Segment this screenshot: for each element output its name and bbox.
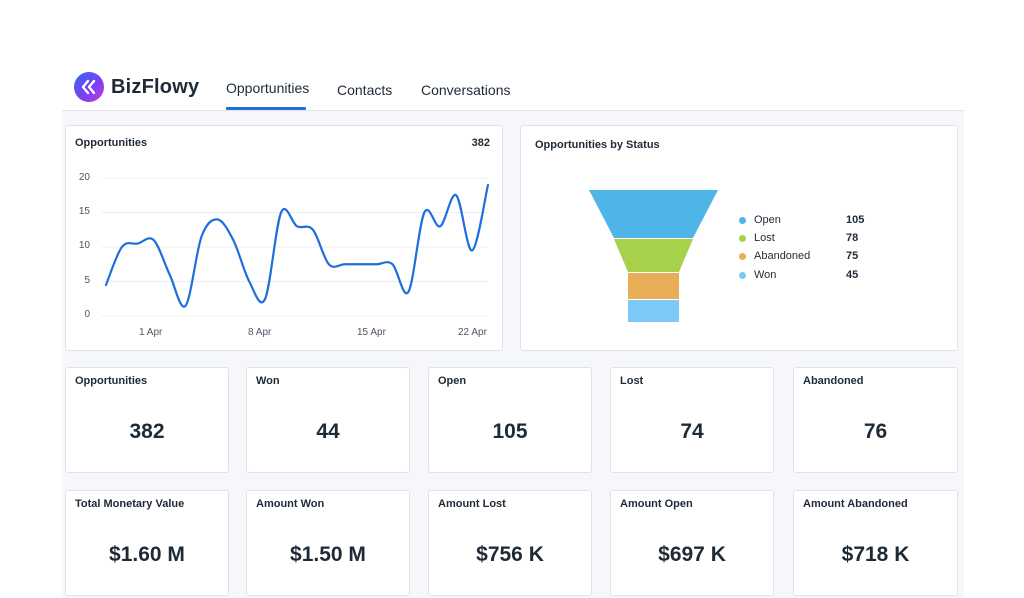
stat-value: 74 bbox=[680, 420, 704, 443]
series-line bbox=[104, 183, 490, 308]
tab-conversations[interactable]: Conversations bbox=[421, 82, 511, 98]
stat-title: Amount Open bbox=[620, 498, 693, 510]
logo-icon bbox=[74, 72, 104, 102]
legend-value: 75 bbox=[846, 250, 859, 262]
stat-card-total-monetary-value[interactable]: Total Monetary Value $1.60 M bbox=[65, 490, 229, 596]
legend-item-open: Open bbox=[739, 214, 781, 226]
stat-title: Won bbox=[256, 375, 280, 387]
stat-value: 105 bbox=[492, 420, 528, 443]
tab-contacts[interactable]: Contacts bbox=[337, 82, 393, 98]
legend-value: 45 bbox=[846, 269, 859, 281]
stat-value: 44 bbox=[316, 420, 340, 443]
stat-title: Opportunities bbox=[75, 375, 148, 387]
stat-title: Lost bbox=[620, 375, 644, 387]
legend-dot bbox=[739, 234, 746, 242]
opportunities-line-chart-card: Opportunities 382 20 15 10 5 0 1 Apr 8 A… bbox=[65, 125, 503, 351]
stat-value: $697 K bbox=[658, 543, 726, 566]
x-tick-label: 8 Apr bbox=[248, 327, 272, 338]
legend-item-lost: Lost bbox=[739, 232, 775, 244]
legend-value: 105 bbox=[846, 214, 865, 226]
legend-label: Open bbox=[754, 214, 781, 226]
legend-label: Lost bbox=[754, 232, 775, 244]
legend-item-abandoned: Abandoned bbox=[739, 250, 810, 262]
legend-dot bbox=[739, 271, 746, 279]
legend-label: Won bbox=[754, 269, 777, 281]
active-tab-indicator bbox=[226, 107, 306, 110]
funnel-chart bbox=[589, 190, 718, 322]
funnel-segment-lost bbox=[614, 239, 693, 272]
legend-label: Abandoned bbox=[754, 250, 811, 262]
brand-logo[interactable]: BizFlowy bbox=[74, 72, 199, 102]
y-tick-label: 20 bbox=[78, 172, 90, 183]
y-tick-label: 0 bbox=[84, 309, 90, 320]
stat-value: $1.50 M bbox=[290, 543, 366, 566]
x-tick-label: 22 Apr bbox=[458, 327, 487, 338]
stat-card-amount-abandoned[interactable]: Amount Abandoned $718 K bbox=[793, 490, 958, 596]
funnel-segment-open bbox=[589, 190, 718, 238]
line-chart-title: Opportunities bbox=[75, 137, 148, 149]
opportunities-by-status-card: Opportunities by Status Open 105 Lost 78… bbox=[520, 125, 958, 351]
brand-name: BizFlowy bbox=[111, 75, 200, 98]
stat-card-lost[interactable]: Lost 74 bbox=[610, 367, 774, 473]
y-tick-label: 10 bbox=[78, 240, 90, 251]
stat-card-abandoned[interactable]: Abandoned 76 bbox=[793, 367, 958, 473]
stat-card-won[interactable]: Won 44 bbox=[246, 367, 410, 473]
stat-value: 382 bbox=[129, 420, 165, 443]
funnel-segment-abandoned bbox=[628, 273, 679, 299]
y-tick-label: 15 bbox=[78, 206, 90, 217]
funnel-segment-won bbox=[628, 300, 679, 322]
line-chart-count: 382 bbox=[471, 137, 490, 149]
legend-dot bbox=[739, 252, 746, 260]
stat-card-amount-won[interactable]: Amount Won $1.50 M bbox=[246, 490, 410, 596]
stat-value: $718 K bbox=[841, 543, 910, 566]
legend-dot bbox=[739, 216, 746, 224]
top-navigation: BizFlowy Opportunities Contacts Conversa… bbox=[62, 66, 964, 111]
stat-title: Amount Lost bbox=[438, 498, 506, 510]
legend-item-won: Won bbox=[739, 269, 776, 281]
stat-title: Abandoned bbox=[803, 375, 864, 387]
x-tick-label: 15 Apr bbox=[357, 327, 386, 338]
stat-title: Amount Abandoned bbox=[803, 498, 908, 510]
stat-card-amount-lost[interactable]: Amount Lost $756 K bbox=[428, 490, 592, 596]
funnel-title: Opportunities by Status bbox=[535, 139, 660, 151]
line-chart-plot bbox=[102, 177, 490, 317]
stat-title: Total Monetary Value bbox=[75, 498, 185, 510]
stat-value: $1.60 M bbox=[109, 543, 185, 566]
y-tick-label: 5 bbox=[84, 275, 90, 286]
stat-value: 76 bbox=[863, 420, 888, 443]
legend-value: 78 bbox=[846, 232, 859, 244]
stat-card-amount-open[interactable]: Amount Open $697 K bbox=[610, 490, 774, 596]
stat-title: Open bbox=[438, 375, 467, 387]
stat-value: $756 K bbox=[476, 543, 544, 566]
stat-card-open[interactable]: Open 105 bbox=[428, 367, 592, 473]
x-tick-label: 1 Apr bbox=[139, 327, 163, 338]
stat-title: Amount Won bbox=[256, 498, 325, 510]
tab-opportunities[interactable]: Opportunities bbox=[226, 80, 310, 96]
stat-card-opportunities[interactable]: Opportunities 382 bbox=[65, 367, 229, 473]
